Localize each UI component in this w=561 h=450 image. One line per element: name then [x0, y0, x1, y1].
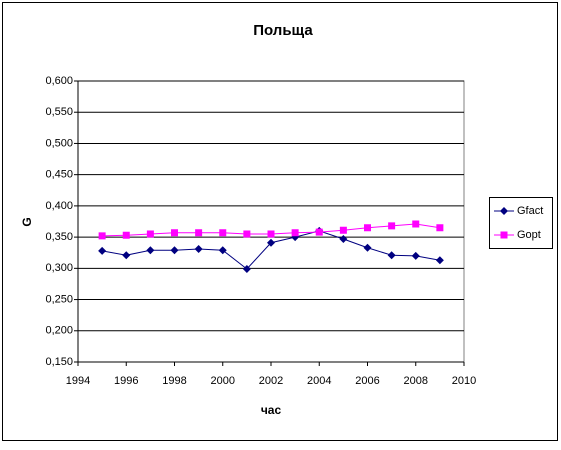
x-tick-label: 2000 — [211, 375, 235, 387]
marker — [194, 244, 203, 253]
y-tick-label: 0,150 — [45, 356, 73, 368]
y-tick-label: 0,600 — [45, 75, 73, 87]
x-tick-label: 2006 — [355, 375, 379, 387]
x-tick-label: 2008 — [404, 375, 428, 387]
marker — [195, 229, 203, 237]
y-tick-label: 0,550 — [45, 106, 73, 118]
marker — [387, 251, 396, 260]
marker — [339, 226, 347, 234]
legend-box — [489, 197, 553, 249]
marker — [364, 224, 371, 232]
x-tick-label: 1996 — [114, 375, 138, 387]
marker — [315, 228, 323, 236]
x-tick-label: 1998 — [162, 375, 186, 387]
y-tick-label: 0,350 — [45, 231, 73, 243]
marker — [411, 251, 420, 260]
y-tick-label: 0,200 — [45, 325, 73, 337]
marker — [243, 230, 251, 238]
y-tick-label: 0,500 — [45, 137, 73, 149]
marker — [219, 229, 227, 237]
marker — [267, 230, 275, 238]
legend-marker — [500, 231, 508, 239]
x-tick-label: 2004 — [307, 375, 331, 387]
marker — [388, 222, 396, 230]
marker — [98, 232, 106, 240]
legend-label: Gfact — [517, 205, 543, 217]
marker — [436, 224, 444, 232]
marker — [122, 251, 131, 260]
marker — [363, 243, 372, 252]
marker — [170, 246, 179, 255]
marker — [267, 238, 275, 247]
y-tick-label: 0,400 — [45, 200, 73, 212]
legend-marker — [500, 207, 508, 215]
marker — [218, 246, 227, 255]
marker — [242, 264, 251, 273]
y-axis-label: G — [20, 217, 34, 226]
x-tick-label: 1994 — [66, 375, 90, 387]
marker — [171, 229, 178, 237]
plot-area — [77, 80, 465, 363]
x-tick-label: 2002 — [259, 375, 283, 387]
marker — [412, 220, 420, 228]
marker — [98, 246, 107, 255]
marker — [122, 231, 130, 239]
marker — [146, 230, 154, 238]
marker — [339, 234, 348, 243]
chart-title: Польща — [253, 22, 313, 39]
y-tick-label: 0,450 — [45, 169, 73, 181]
x-axis-label: час — [261, 403, 282, 417]
x-tick-label: 2010 — [452, 375, 476, 387]
marker — [291, 229, 299, 237]
y-tick-label: 0,300 — [45, 262, 73, 274]
y-tick-label: 0,250 — [45, 293, 73, 305]
marker — [146, 246, 155, 255]
marker — [435, 256, 444, 265]
legend-label: Gopt — [517, 229, 541, 241]
